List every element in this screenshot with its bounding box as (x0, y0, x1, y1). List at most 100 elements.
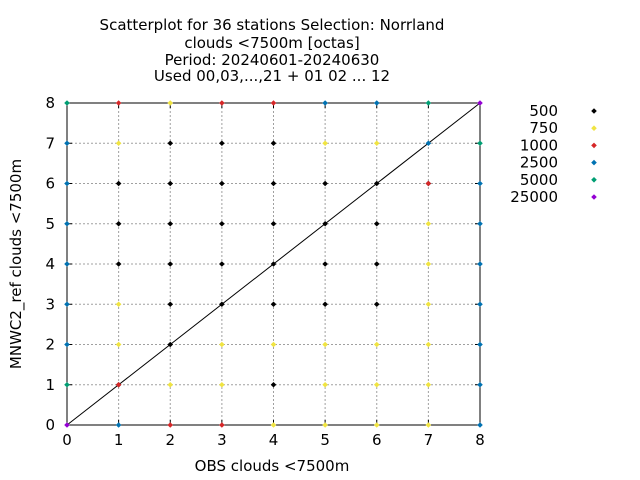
y-tick-label: 1 (45, 376, 55, 394)
data-point (219, 422, 225, 428)
data-point (115, 220, 122, 227)
data-point (477, 100, 483, 106)
legend-label: 750 (529, 119, 558, 137)
data-point (373, 180, 380, 187)
data-point (425, 100, 432, 106)
data-point (270, 261, 277, 267)
data-point (115, 140, 122, 147)
data-point (270, 180, 277, 187)
data-point (477, 180, 483, 187)
x-tick-label: 1 (114, 431, 124, 449)
x-tick-label: 2 (165, 431, 175, 449)
y-tick-label: 2 (45, 336, 55, 354)
data-point (167, 301, 174, 308)
data-point (322, 140, 328, 147)
legend-marker (591, 159, 597, 166)
data-point (64, 341, 70, 348)
legend-marker (591, 108, 597, 114)
data-point (477, 422, 483, 428)
y-tick-label: 3 (45, 295, 55, 313)
title-line-1: Scatterplot for 36 stations Selection: N… (100, 16, 445, 34)
y-tick-label: 4 (45, 255, 55, 273)
data-point (167, 341, 174, 348)
data-point (167, 422, 174, 428)
data-point (477, 341, 483, 348)
data-point (477, 381, 483, 388)
data-point (425, 301, 432, 308)
data-point (64, 180, 70, 187)
x-tick-label: 4 (269, 431, 279, 449)
data-point (425, 422, 432, 428)
data-point (477, 140, 483, 147)
data-point (115, 180, 122, 187)
data-point (373, 301, 380, 308)
data-point (322, 301, 328, 308)
data-point (219, 341, 225, 348)
data-point (219, 140, 225, 147)
data-point (425, 140, 432, 147)
data-point (322, 220, 328, 227)
x-tick-label: 0 (62, 431, 72, 449)
data-point (64, 301, 70, 308)
data-point (115, 422, 122, 428)
title-line-2: clouds <7500m [octas] (184, 34, 359, 52)
data-point (373, 100, 380, 106)
legend-marker (591, 125, 597, 131)
data-point (425, 220, 432, 227)
data-point (167, 100, 174, 106)
data-point (322, 341, 328, 348)
legend-label: 5000 (520, 171, 558, 189)
chart-title: Scatterplot for 36 stations Selection: N… (100, 16, 445, 85)
data-point (219, 180, 225, 187)
data-point (167, 381, 174, 388)
data-points (64, 100, 483, 428)
data-point (270, 220, 277, 227)
data-point (219, 100, 225, 106)
x-tick-label: 8 (475, 431, 485, 449)
legend-label: 2500 (520, 154, 558, 172)
data-point (219, 220, 225, 227)
data-point (425, 381, 432, 388)
x-axis-label: OBS clouds <7500m (195, 457, 350, 475)
data-point (219, 381, 225, 388)
y-tick-label: 7 (45, 134, 55, 152)
y-tick-label: 5 (45, 215, 55, 233)
data-point (167, 220, 174, 227)
data-point (477, 220, 483, 227)
data-point (373, 341, 380, 348)
data-point (322, 261, 328, 267)
data-point (167, 261, 174, 267)
x-tick-label: 7 (424, 431, 434, 449)
data-point (115, 341, 122, 348)
data-point (115, 261, 122, 267)
data-point (64, 381, 70, 388)
y-tick-label: 8 (45, 94, 55, 112)
data-point (64, 261, 70, 267)
y-tick-label: 6 (45, 175, 55, 193)
data-point (219, 301, 225, 308)
x-tick-label: 3 (217, 431, 227, 449)
legend-marker (591, 142, 597, 149)
legend-marker (591, 194, 597, 200)
x-tick-label: 6 (372, 431, 382, 449)
data-point (115, 381, 122, 388)
data-point (270, 301, 277, 308)
data-point (322, 180, 328, 187)
data-point (425, 180, 432, 187)
data-point (64, 422, 70, 428)
title-line-4: Used 00,03,...,21 + 01 02 ... 12 (154, 67, 390, 85)
data-point (219, 261, 225, 267)
data-point (167, 180, 174, 187)
data-point (425, 341, 432, 348)
data-point (477, 261, 483, 267)
data-point (373, 381, 380, 388)
data-point (115, 100, 122, 106)
legend-label: 25000 (510, 188, 558, 206)
data-point (373, 140, 380, 147)
data-point (115, 301, 122, 308)
y-tick-label: 0 (45, 416, 55, 434)
x-tick-label: 5 (320, 431, 330, 449)
data-point (373, 422, 380, 428)
